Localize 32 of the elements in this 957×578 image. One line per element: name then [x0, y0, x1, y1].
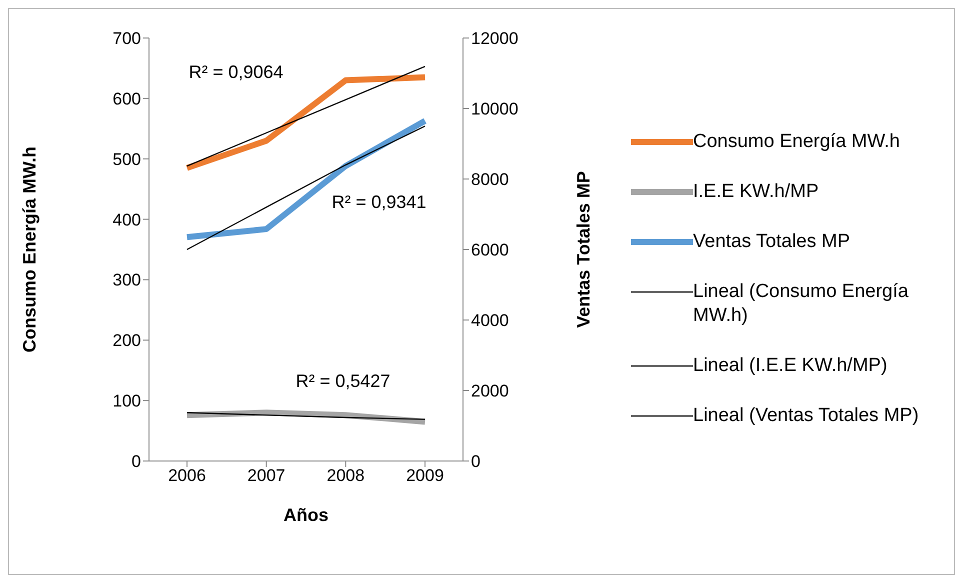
- y2-tick-label: 8000: [471, 170, 509, 190]
- y2-tick-label: 6000: [471, 240, 509, 260]
- legend-label: Lineal (Consumo Energía MW.h): [693, 280, 910, 328]
- y-tick-label: 700: [112, 29, 141, 48]
- y-tick-label: 0: [132, 452, 141, 472]
- legend-label: Ventas Totales MP: [693, 230, 850, 254]
- y-tick-label: 400: [112, 210, 141, 230]
- annotation: R² = 0,9341: [332, 192, 426, 213]
- y-axis-title: Consumo Energía MW.h: [19, 146, 40, 353]
- legend-label: I.E.E KW.h/MP: [693, 180, 819, 204]
- y2-tick-label: 10000: [471, 100, 518, 119]
- y-tick-label: 200: [112, 331, 141, 350]
- x-axis-title: Años: [284, 505, 328, 525]
- y2-tick-label: 4000: [471, 311, 509, 330]
- annotation: R² = 0,9064: [188, 62, 284, 83]
- y2-tick-label: 2000: [471, 382, 509, 401]
- legend-label: Lineal (Ventas Totales MP): [693, 404, 919, 428]
- x-tick-label: 2009: [406, 466, 444, 486]
- y2-axis-title: Ventas Totales MP: [573, 171, 594, 328]
- y2-tick-label: 0: [471, 452, 480, 472]
- x-tick-label: 2008: [326, 466, 365, 486]
- y-tick-label: 600: [112, 89, 141, 108]
- y-tick-label: 500: [112, 150, 141, 169]
- legend-label: Consumo Energía MW.h: [693, 130, 900, 154]
- y-tick-label: 300: [112, 270, 141, 290]
- x-tick-label: 2006: [168, 466, 206, 486]
- y-tick-label: 100: [112, 392, 141, 411]
- line-series: [186, 412, 426, 420]
- legend-label: Lineal (I.E.E KW.h/MP): [693, 354, 888, 378]
- y2-tick-label: 12000: [471, 29, 518, 48]
- x-tick-label: 2007: [247, 466, 286, 486]
- annotation: R² = 0,5427: [296, 371, 390, 392]
